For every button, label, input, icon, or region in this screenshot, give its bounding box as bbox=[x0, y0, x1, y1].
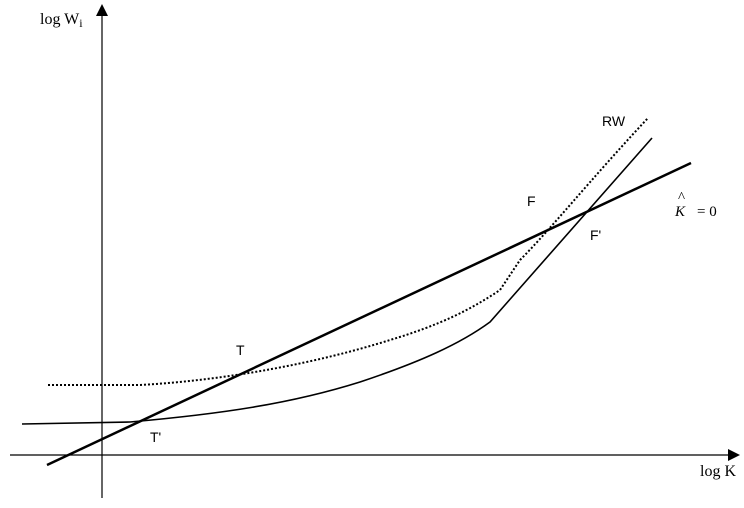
rw-label: RW bbox=[602, 113, 626, 129]
f-label: F bbox=[527, 193, 536, 209]
t-prime-label: T' bbox=[150, 429, 161, 445]
t-label: T bbox=[236, 342, 245, 358]
k-equation: = 0 bbox=[697, 204, 717, 220]
lower-solid-curve bbox=[21, 137, 653, 425]
f-prime-label: F' bbox=[590, 227, 601, 243]
k-symbol: K bbox=[674, 204, 686, 220]
y-axis-label: log Wi bbox=[40, 11, 83, 30]
rw-dotted-curve bbox=[48, 117, 649, 386]
x-axis-label: log K bbox=[700, 463, 736, 480]
y-axis-label-subscript: i bbox=[79, 16, 83, 30]
k-hat-symbol: ^ bbox=[678, 190, 685, 206]
k-dot-zero-line bbox=[46, 161, 692, 467]
